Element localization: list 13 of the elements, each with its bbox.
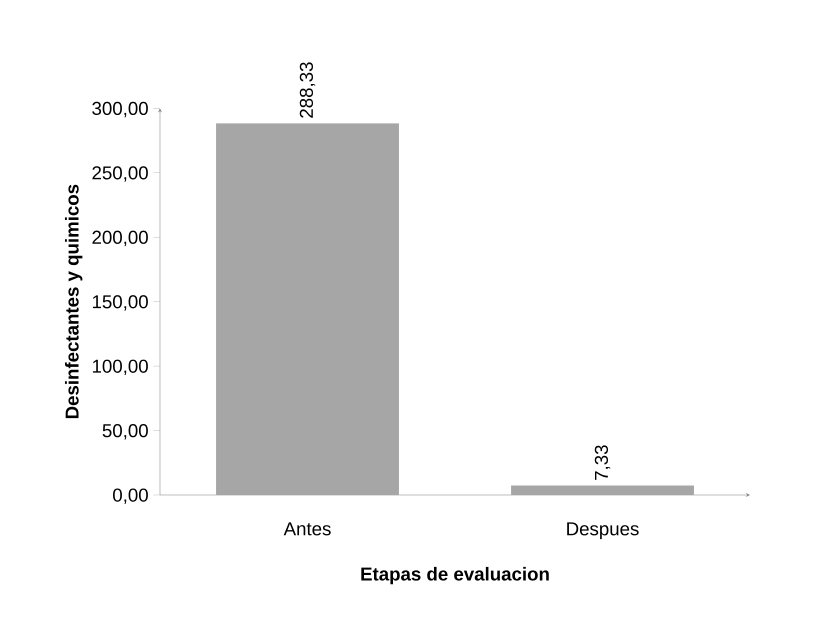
x-axis-title: Etapas de evaluacion [361,566,549,584]
y-axis-title: Desinfectantes y quimicos [64,184,82,418]
y-tick-label: 300,00 [92,102,148,118]
y-tick-label: 150,00 [92,295,148,311]
x-tick-label: Despues [567,522,639,540]
x-tick-label: Antes [284,522,331,536]
y-tick-label: 0,00 [113,488,148,504]
y-tick-label: 100,00 [92,360,148,376]
y-tick-label: 250,00 [92,166,148,182]
y-tick-label: 200,00 [92,230,148,246]
data-label: 288,33 [300,62,316,118]
data-label: 7,33 [594,445,610,480]
y-tick-label: 50,00 [102,424,148,440]
